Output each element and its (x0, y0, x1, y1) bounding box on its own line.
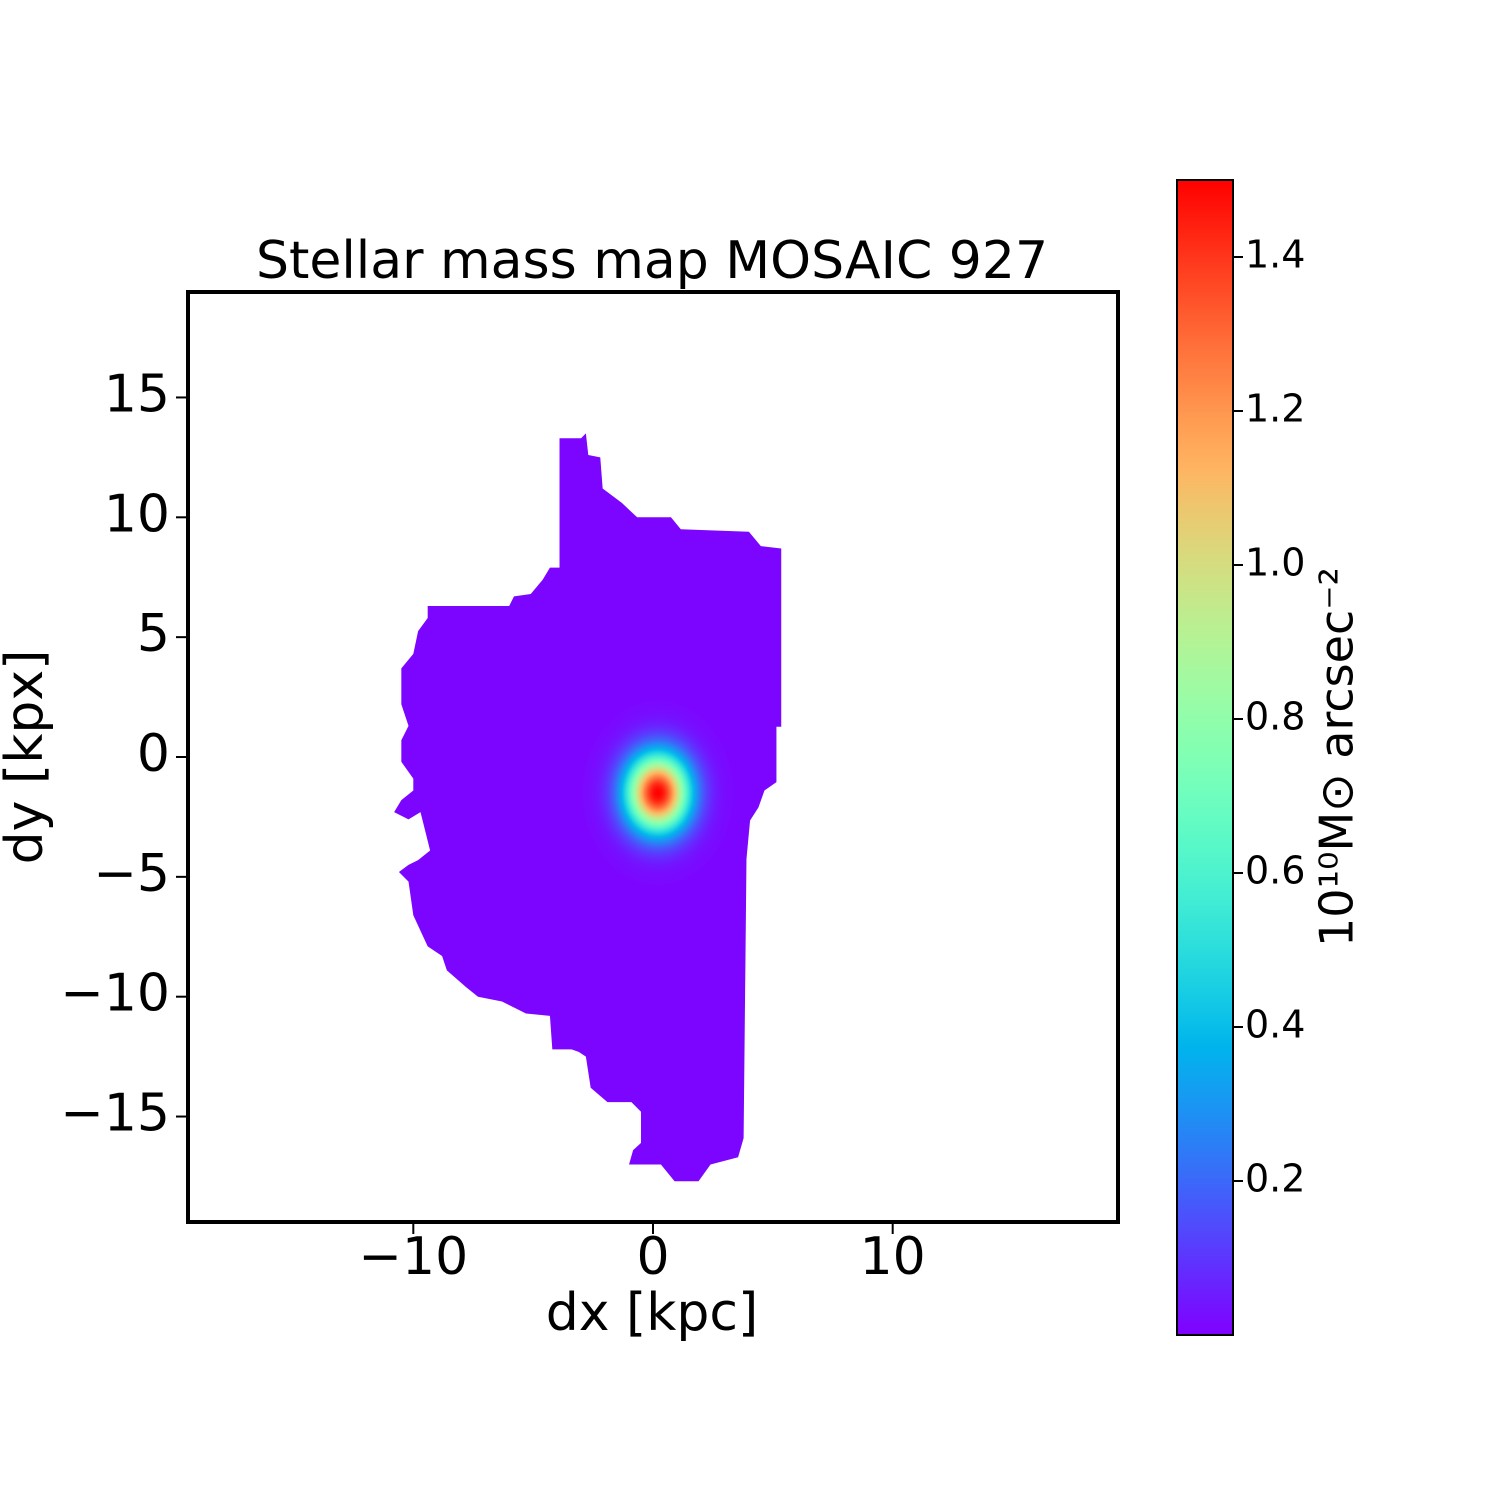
colorbar-tick-label: 0.6 (1245, 849, 1305, 893)
colorbar-tick-label: 1.2 (1245, 387, 1305, 431)
colorbar-label: 10¹⁰M⊙ arcsec⁻² (1310, 567, 1364, 947)
colorbar-tick-label: 0.4 (1245, 1003, 1305, 1047)
y-tick-label: −15 (60, 1084, 170, 1144)
colorbar-tick-label: 0.8 (1245, 695, 1305, 739)
x-tick-label: 0 (636, 1227, 669, 1287)
colorbar (1176, 179, 1234, 1336)
y-tick-label: 10 (104, 484, 170, 544)
colorbar-tick-label: 1.0 (1245, 541, 1305, 585)
peak (582, 700, 734, 886)
colorbar-tick-label: 0.2 (1245, 1157, 1305, 1201)
y-tick-label: 5 (137, 604, 170, 664)
chart-title: Stellar mass map MOSAIC 927 (256, 231, 1048, 291)
y-tick-label: −5 (93, 844, 170, 904)
y-axis-label: dy [kpx] (0, 650, 55, 865)
y-tick-label: −10 (60, 964, 170, 1024)
x-tick-label: −10 (358, 1227, 468, 1287)
colorbar-tick-label: 1.4 (1245, 233, 1305, 277)
x-tick-label: 10 (860, 1227, 926, 1287)
y-tick-label: 15 (104, 364, 170, 424)
y-tick-label: 0 (137, 724, 170, 784)
x-axis-label: dx [kpc] (546, 1283, 759, 1343)
